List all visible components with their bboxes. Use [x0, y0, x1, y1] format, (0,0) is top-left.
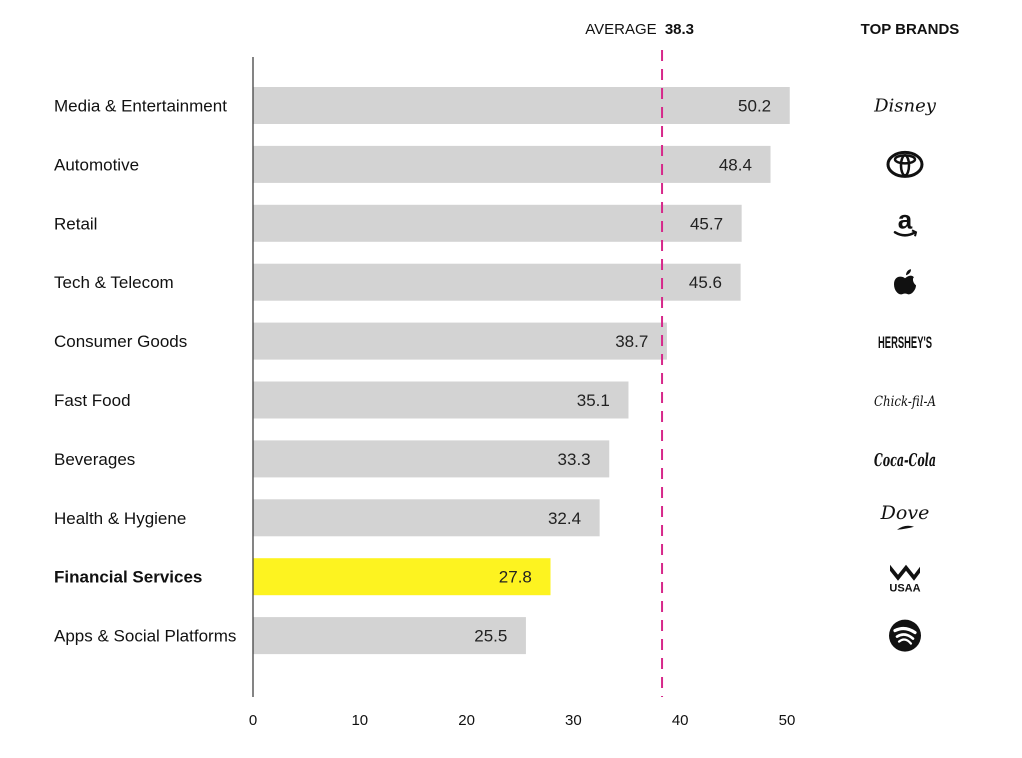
- bar-1: [253, 145, 771, 183]
- spotify-logo-icon: [889, 619, 921, 652]
- amazon-smile: [893, 231, 917, 237]
- x-tick-3: 30: [565, 712, 582, 729]
- bar-0: [253, 87, 790, 124]
- category-label-6: Beverages: [54, 450, 135, 469]
- value-label-0: 50.2: [738, 97, 771, 116]
- category-label-9: Apps & Social Platforms: [54, 627, 236, 646]
- value-label-8: 27.8: [499, 568, 532, 587]
- category-label-3: Tech & Telecom: [54, 273, 174, 292]
- category-label-8: Financial Services: [54, 568, 202, 587]
- x-axis-ticks: 0 10 20 30 40 50: [249, 712, 796, 729]
- coca-cola-wordmark: Coca-Cola: [874, 450, 936, 471]
- category-label-0: Media & Entertainment: [54, 97, 227, 116]
- brands-header: TOP BRANDS: [861, 21, 960, 38]
- apple-leaf: [906, 269, 911, 276]
- usaa-logo-icon: USAA: [889, 564, 921, 595]
- value-label-6: 33.3: [558, 450, 591, 469]
- bar-8: [253, 558, 551, 596]
- x-tick-0: 0: [249, 712, 257, 729]
- value-label-7: 32.4: [548, 509, 581, 528]
- average-label: AVERAGE 38.3: [585, 21, 694, 38]
- hersheys-logo-icon: HERSHEY'S: [878, 333, 932, 352]
- dove-bird-mark: [897, 525, 914, 530]
- apple-logo-icon: [894, 269, 916, 295]
- average-label-text: AVERAGE: [585, 21, 656, 38]
- chick-fil-a-logo-icon: Chick-fil-A: [874, 394, 936, 410]
- average-value: 38.3: [665, 21, 694, 38]
- hersheys-wordmark: HERSHEY'S: [878, 333, 932, 352]
- category-label-4: Consumer Goods: [54, 332, 187, 351]
- value-labels: 50.2 48.4 45.7 45.6 38.7 35.1 33.3 32.4 27.8 25.5: [474, 97, 771, 646]
- bar-4: [253, 322, 667, 360]
- coca-cola-logo-icon: Coca-Cola: [874, 450, 936, 471]
- spotify-wave-1: [895, 633, 915, 640]
- category-label-7: Health & Hygiene: [54, 509, 186, 528]
- dove-logo-icon: Dove: [880, 502, 930, 530]
- bar-6: [253, 440, 610, 478]
- spotify-wave-0: [893, 626, 917, 635]
- category-label-1: Automotive: [54, 155, 139, 174]
- value-label-4: 38.7: [615, 332, 648, 351]
- toyota-vertical-ring: [899, 154, 911, 177]
- x-tick-1: 10: [351, 712, 368, 729]
- value-label-1: 48.4: [719, 155, 752, 174]
- x-tick-2: 20: [458, 712, 475, 729]
- brand-logos: Disney a HERSHEY'S Chick-fil-A Coca-Cola Dove…: [873, 96, 937, 652]
- bar-7: [253, 499, 600, 537]
- amazon-arrow-tip: [911, 229, 918, 237]
- value-label-2: 45.7: [690, 214, 723, 233]
- bar-2: [253, 204, 742, 242]
- bar-3: [253, 263, 741, 301]
- toyota-logo-icon: [886, 150, 924, 178]
- category-labels: Media & Entertainment Automotive Retail Tec…: [54, 97, 236, 646]
- category-label-2: Retail: [54, 214, 97, 233]
- spotify-wave-2: [897, 638, 913, 645]
- chick-fil-a-wordmark: Chick-fil-A: [874, 394, 936, 410]
- amazon-logo-icon: a: [893, 204, 918, 237]
- x-tick-5: 50: [779, 712, 796, 729]
- value-label-9: 25.5: [474, 627, 507, 646]
- usaa-eagle-mark: [890, 564, 920, 581]
- bars-group: [253, 87, 790, 655]
- disney-logo-icon: Disney: [873, 96, 937, 117]
- amazon-letter: a: [898, 204, 913, 234]
- category-label-5: Fast Food: [54, 391, 131, 410]
- disney-wordmark: Disney: [873, 96, 937, 117]
- value-label-3: 45.6: [689, 273, 722, 292]
- dove-wordmark: Dove: [880, 502, 930, 524]
- bar-5: [253, 381, 629, 419]
- apple-body: [894, 275, 916, 295]
- usaa-wordmark: USAA: [889, 583, 920, 595]
- value-label-5: 35.1: [577, 391, 610, 410]
- bar-9: [253, 617, 526, 655]
- x-tick-4: 40: [672, 712, 689, 729]
